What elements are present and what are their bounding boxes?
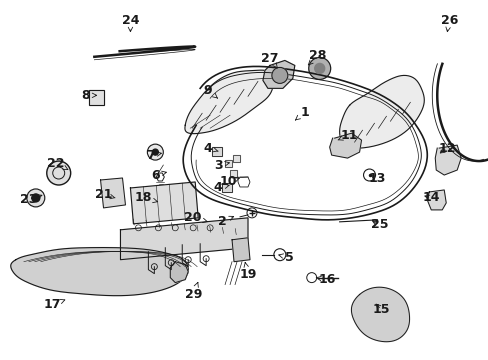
Bar xyxy=(88,90,103,105)
Circle shape xyxy=(152,149,158,155)
Text: 5: 5 xyxy=(278,251,294,264)
Text: 13: 13 xyxy=(368,171,386,185)
Circle shape xyxy=(27,189,45,207)
Text: 14: 14 xyxy=(422,192,439,204)
Bar xyxy=(229,170,237,177)
Text: 6: 6 xyxy=(151,168,166,181)
Bar xyxy=(222,183,232,192)
Polygon shape xyxy=(170,262,188,283)
Bar xyxy=(224,160,232,167)
Text: 8: 8 xyxy=(81,89,97,102)
Polygon shape xyxy=(130,182,198,224)
Polygon shape xyxy=(232,238,249,262)
Circle shape xyxy=(32,194,40,202)
Bar xyxy=(229,170,237,177)
Circle shape xyxy=(147,144,163,160)
Bar xyxy=(233,155,240,162)
Text: 9: 9 xyxy=(203,84,217,98)
Text: 4: 4 xyxy=(203,141,218,155)
Circle shape xyxy=(314,63,324,73)
Text: 24: 24 xyxy=(122,14,139,32)
Text: 25: 25 xyxy=(370,218,387,231)
Text: 7: 7 xyxy=(146,149,161,162)
Text: 18: 18 xyxy=(134,192,158,204)
Bar xyxy=(88,90,103,105)
Bar xyxy=(222,183,232,192)
Polygon shape xyxy=(184,70,273,134)
Text: 10: 10 xyxy=(219,175,239,189)
Polygon shape xyxy=(434,145,460,175)
Polygon shape xyxy=(427,190,446,210)
Text: 1: 1 xyxy=(295,106,308,120)
Polygon shape xyxy=(11,248,188,296)
Text: 20: 20 xyxy=(184,211,207,224)
Bar xyxy=(224,160,232,167)
Polygon shape xyxy=(351,287,409,342)
Text: 3: 3 xyxy=(213,158,229,172)
Polygon shape xyxy=(339,75,424,148)
Text: 21: 21 xyxy=(95,188,115,202)
Text: 11: 11 xyxy=(337,129,358,142)
Circle shape xyxy=(308,58,330,80)
Text: 22: 22 xyxy=(47,157,68,170)
Bar xyxy=(212,147,222,156)
Bar xyxy=(233,155,240,162)
Text: 28: 28 xyxy=(307,49,325,65)
Polygon shape xyxy=(120,218,247,260)
Text: 4: 4 xyxy=(213,181,229,194)
Text: 16: 16 xyxy=(316,273,336,286)
Text: 29: 29 xyxy=(184,282,202,301)
Polygon shape xyxy=(101,178,125,208)
Text: 15: 15 xyxy=(372,303,389,316)
Circle shape xyxy=(47,161,71,185)
Text: 12: 12 xyxy=(438,141,455,155)
Text: 23: 23 xyxy=(20,193,42,206)
Polygon shape xyxy=(329,133,361,158)
Text: 27: 27 xyxy=(261,52,278,68)
Bar xyxy=(212,147,222,156)
Text: 2: 2 xyxy=(217,215,233,228)
Text: 17: 17 xyxy=(44,298,65,311)
Polygon shape xyxy=(263,60,294,88)
Circle shape xyxy=(271,67,287,84)
Text: 19: 19 xyxy=(239,262,256,281)
Text: 26: 26 xyxy=(440,14,457,32)
